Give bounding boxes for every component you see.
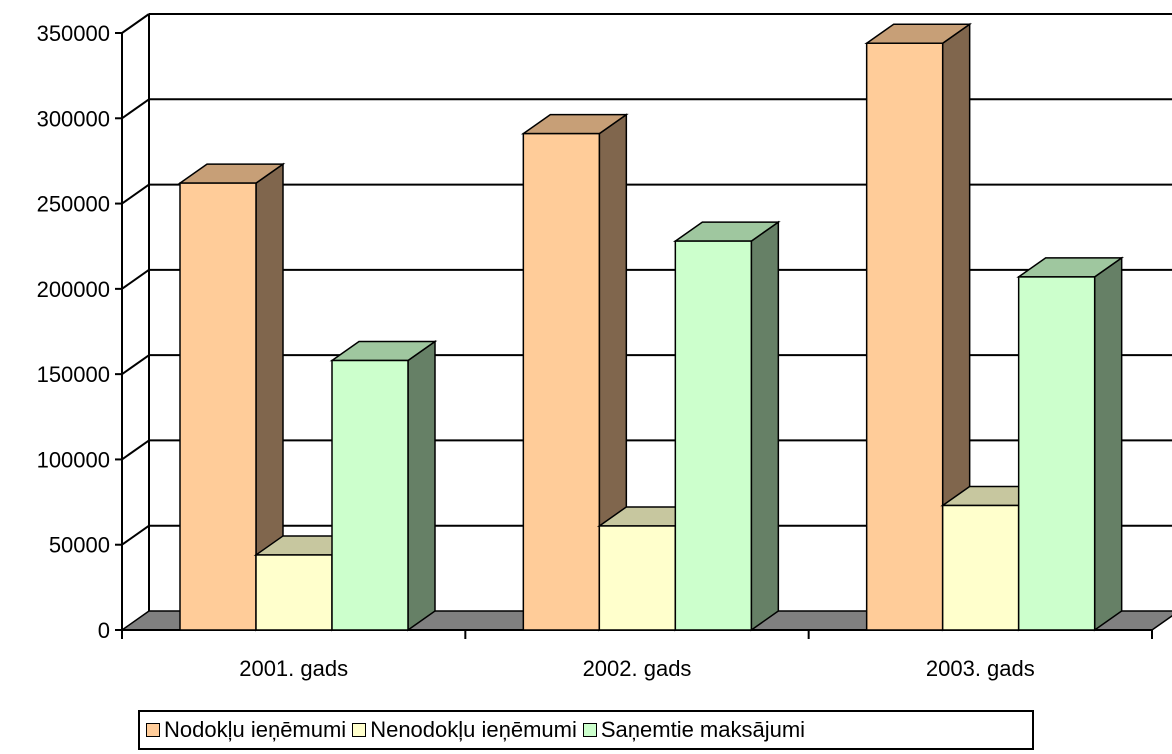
x-tick-label: 2002. gads	[583, 656, 692, 681]
legend-label-sanemtie: Saņemtie maksājumi	[600, 717, 806, 742]
legend: Nodokļu ieņēmumi Nenodokļu ieņēmumi Saņe…	[138, 710, 1034, 750]
y-tick-label: 0	[98, 618, 110, 643]
y-tick-label: 300000	[37, 106, 110, 131]
bar	[864, 22, 973, 632]
gridline-diag	[121, 269, 150, 290]
gridline-diag	[121, 524, 150, 546]
legend-swatch-nodoklu	[146, 723, 160, 737]
gridline-diag	[121, 439, 150, 461]
bar	[177, 162, 286, 632]
gridline-diag	[121, 13, 150, 34]
bar-side	[1093, 256, 1123, 632]
bar-side	[407, 340, 436, 632]
bar-side	[750, 220, 780, 632]
bar-front	[255, 554, 333, 631]
legend-label-nodoklu: Nodokļu ieņēmumi	[164, 717, 347, 742]
legend-label-nenodoklu: Nenodokļu ieņēmumi	[370, 717, 577, 742]
bar-chart: 0 50000 100000 150000 200000 250000 300000 3500…	[37, 13, 1172, 681]
bar	[520, 113, 629, 632]
bar-front	[674, 240, 753, 631]
y-tick-label: 150000	[37, 362, 110, 387]
x-tick-label: 2003. gads	[926, 656, 1035, 681]
bar	[329, 340, 438, 632]
y-tick-label: 100000	[37, 447, 110, 472]
bar-front	[598, 525, 677, 631]
legend-item-nenodoklu: Nenodokļu ieņēmumi	[352, 717, 577, 743]
x-tick-label: 2001. gads	[239, 656, 348, 681]
bar-front	[941, 504, 1020, 631]
y-tick-label: 350000	[37, 21, 110, 46]
bars	[177, 22, 1125, 632]
legend-item-nodoklu: Nodokļu ieņēmumi	[146, 717, 346, 743]
bar-front	[1017, 276, 1096, 631]
bar-front	[331, 359, 409, 631]
tick-labels: 0 50000 100000 150000 200000 250000 300000 3500…	[37, 21, 1035, 681]
bar-front	[865, 42, 944, 631]
y-tick-label: 250000	[37, 192, 110, 217]
legend-item-sanemtie: Saņemtie maksājumi	[582, 717, 806, 743]
bar-front	[522, 132, 601, 631]
y-tick-label: 50000	[49, 533, 110, 558]
gridline-diag	[121, 98, 150, 120]
bar	[672, 220, 781, 632]
bar	[1016, 256, 1125, 632]
gridline-diag	[121, 354, 150, 375]
legend-swatch-nenodoklu	[352, 723, 367, 737]
y-tick-label: 200000	[37, 277, 110, 302]
legend-swatch-sanemtie	[582, 723, 597, 737]
bar-front	[179, 182, 257, 631]
gridline-diag	[121, 183, 150, 205]
gridlines	[121, 13, 1172, 546]
